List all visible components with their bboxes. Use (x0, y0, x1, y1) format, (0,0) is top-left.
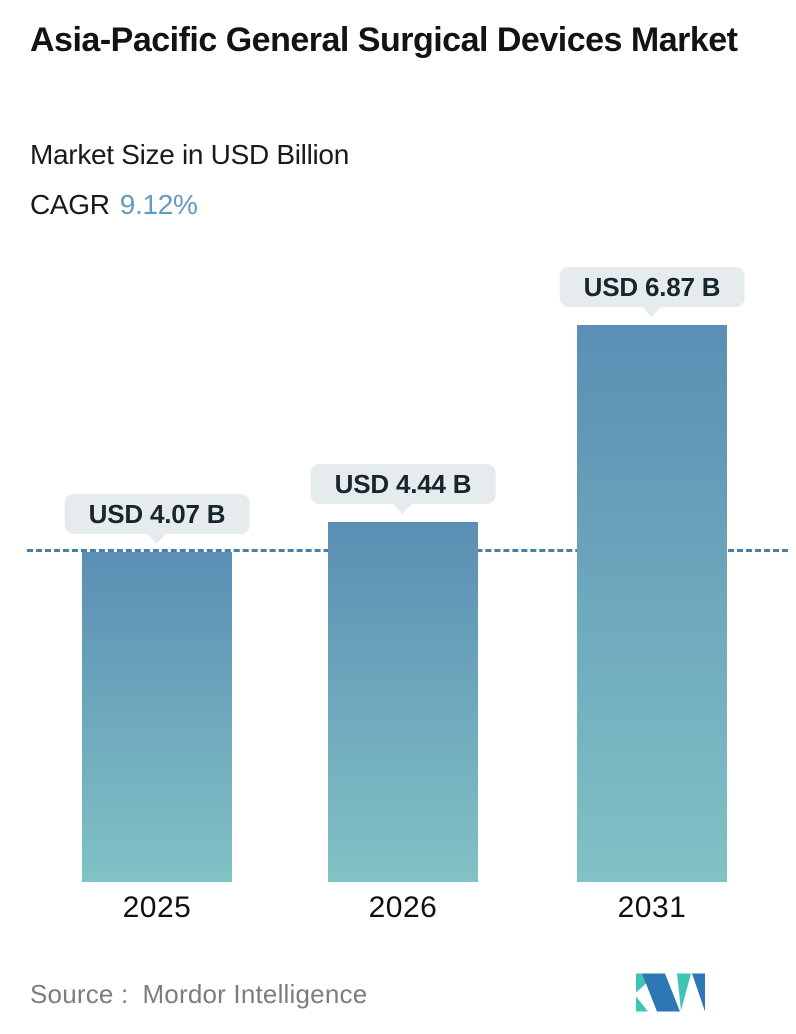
x-axis-label-2026: 2026 (368, 891, 438, 924)
bar-2031 (577, 325, 727, 882)
source-label: Source : (30, 979, 129, 1009)
x-axis-label-2025: 2025 (122, 891, 192, 924)
cagr-line: CAGR 9.12% (30, 189, 198, 221)
source-value: Mordor Intelligence (142, 979, 368, 1009)
cagr-label: CAGR (30, 189, 110, 220)
source-line: Source : Mordor Intelligence (30, 979, 367, 1010)
page-title: Asia-Pacific General Surgical Devices Ma… (30, 21, 738, 59)
value-callout-2031: USD 6.87 B (559, 267, 745, 317)
chart-subtitle: Market Size in USD Billion (30, 139, 349, 170)
cagr-value: 9.12% (119, 189, 198, 220)
value-callout-2025: USD 4.07 B (64, 494, 250, 544)
value-callout-2026: USD 4.44 B (310, 464, 496, 514)
bar-2026 (328, 522, 478, 882)
bar-2025 (82, 552, 232, 882)
mordor-intelligence-logo (636, 973, 705, 1012)
x-axis-label-2031: 2031 (617, 891, 687, 924)
